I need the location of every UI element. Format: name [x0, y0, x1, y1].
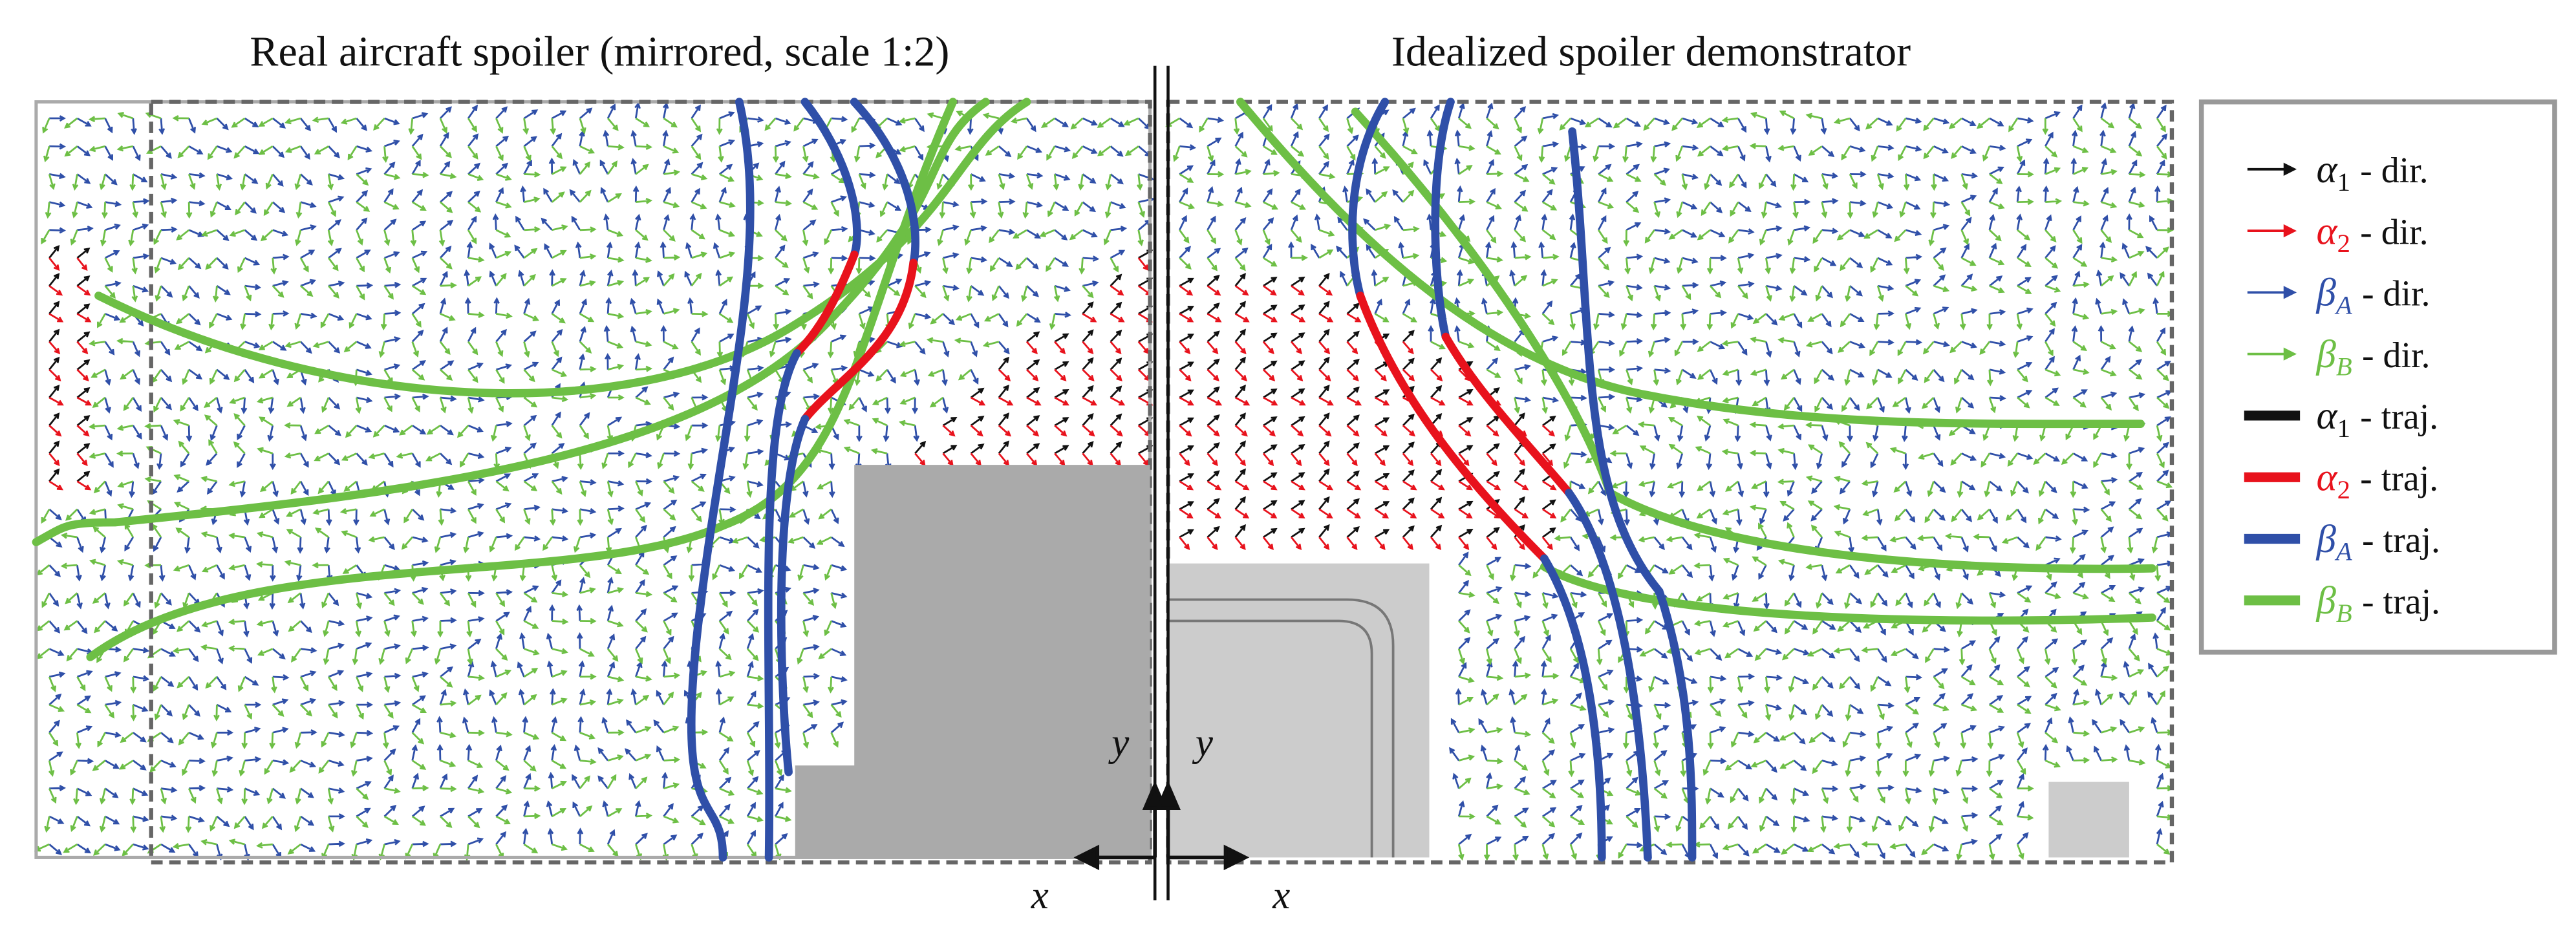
legend-symbol: β [2316, 333, 2337, 376]
trajectory [1431, 98, 1455, 341]
trajectory [1356, 292, 1549, 563]
legend-subscript: 1 [2337, 414, 2350, 443]
legend-symbol: β [2316, 272, 2337, 315]
legend-label: α2 - traj. [2317, 456, 2439, 505]
trajectory [764, 349, 801, 862]
panel-title: Real aircraft spoiler (mirrored, scale 1… [250, 28, 949, 76]
legend-label: βA - dir. [2316, 272, 2431, 320]
legend-label: α1 - traj. [2317, 394, 2439, 443]
trajectories [32, 98, 2156, 862]
trajectory [1568, 127, 1697, 862]
legend-subscript: 1 [2337, 167, 2350, 197]
legend-label: α2 - dir. [2317, 209, 2429, 258]
trajectory [1348, 98, 1390, 300]
legend-box [2198, 99, 2557, 655]
trajectory [32, 98, 990, 546]
legend-label: βB - dir. [2316, 333, 2431, 381]
legend-swatch [2283, 347, 2297, 361]
axis-label: y [1192, 721, 1214, 765]
legend-symbol: β [2316, 518, 2337, 561]
spoiler-outline [1168, 598, 1395, 858]
trajectory [687, 98, 755, 862]
trajectory [1351, 107, 2156, 573]
legend-text: - dir. [2360, 151, 2429, 191]
spoiler-geometry [795, 465, 1150, 858]
legend-subscript: A [2334, 290, 2352, 319]
legend-text: - traj. [2360, 459, 2438, 499]
legend-text: - dir. [2362, 274, 2431, 314]
legend-text: - dir. [2360, 212, 2429, 252]
legend-label: βB - traj. [2316, 579, 2440, 628]
legend-swatch [2283, 224, 2297, 238]
legend-label: βA - traj. [2316, 518, 2440, 566]
legend-symbol: β [2316, 579, 2337, 623]
direction-arrows [48, 257, 1557, 550]
axis-label: x [1272, 874, 1290, 917]
trajectory [1565, 488, 1652, 862]
trajectory [1540, 554, 1606, 862]
spoiler-geometry [1168, 563, 1430, 858]
legend: α1- dir.α2- dir.βA - dir.βB - dir.α1- traj… [2244, 148, 2440, 628]
legend-subscript: B [2336, 599, 2352, 628]
legend-subscript: A [2334, 537, 2352, 566]
panel-title: Idealized spoiler demonstrator [1391, 28, 1911, 76]
trajectory [1441, 332, 1573, 497]
trajectory [850, 98, 919, 267]
legend-text: - traj. [2360, 397, 2438, 437]
block [2048, 782, 2129, 858]
legend-symbol: α [2317, 394, 2339, 438]
legend-subscript: 2 [2337, 475, 2350, 504]
legend-symbol: α [2317, 456, 2339, 500]
trajectory [800, 259, 918, 423]
axis-label: y [1108, 721, 1130, 765]
legend-subscript: B [2336, 352, 2352, 381]
legend-subscript: 2 [2337, 229, 2350, 258]
direction-arrows [48, 245, 1556, 538]
legend-symbol: α [2317, 209, 2339, 253]
legend-symbol: α [2317, 148, 2339, 191]
legend-label: α1 - dir. [2317, 148, 2429, 197]
trajectory [94, 98, 1031, 398]
axes-arrows [1073, 780, 1250, 871]
axis-label: x [1031, 874, 1049, 917]
direction-arrows [48, 101, 2174, 861]
legend-swatch [2283, 162, 2297, 176]
trajectory [800, 98, 861, 259]
trajectory [1540, 562, 2156, 625]
legend-text: - dir. [2362, 336, 2431, 376]
legend-swatch [2283, 286, 2297, 299]
trajectory [777, 414, 810, 776]
legend-text: - traj. [2362, 520, 2440, 560]
legend-text: - traj. [2362, 582, 2440, 622]
trajectory [792, 250, 859, 357]
